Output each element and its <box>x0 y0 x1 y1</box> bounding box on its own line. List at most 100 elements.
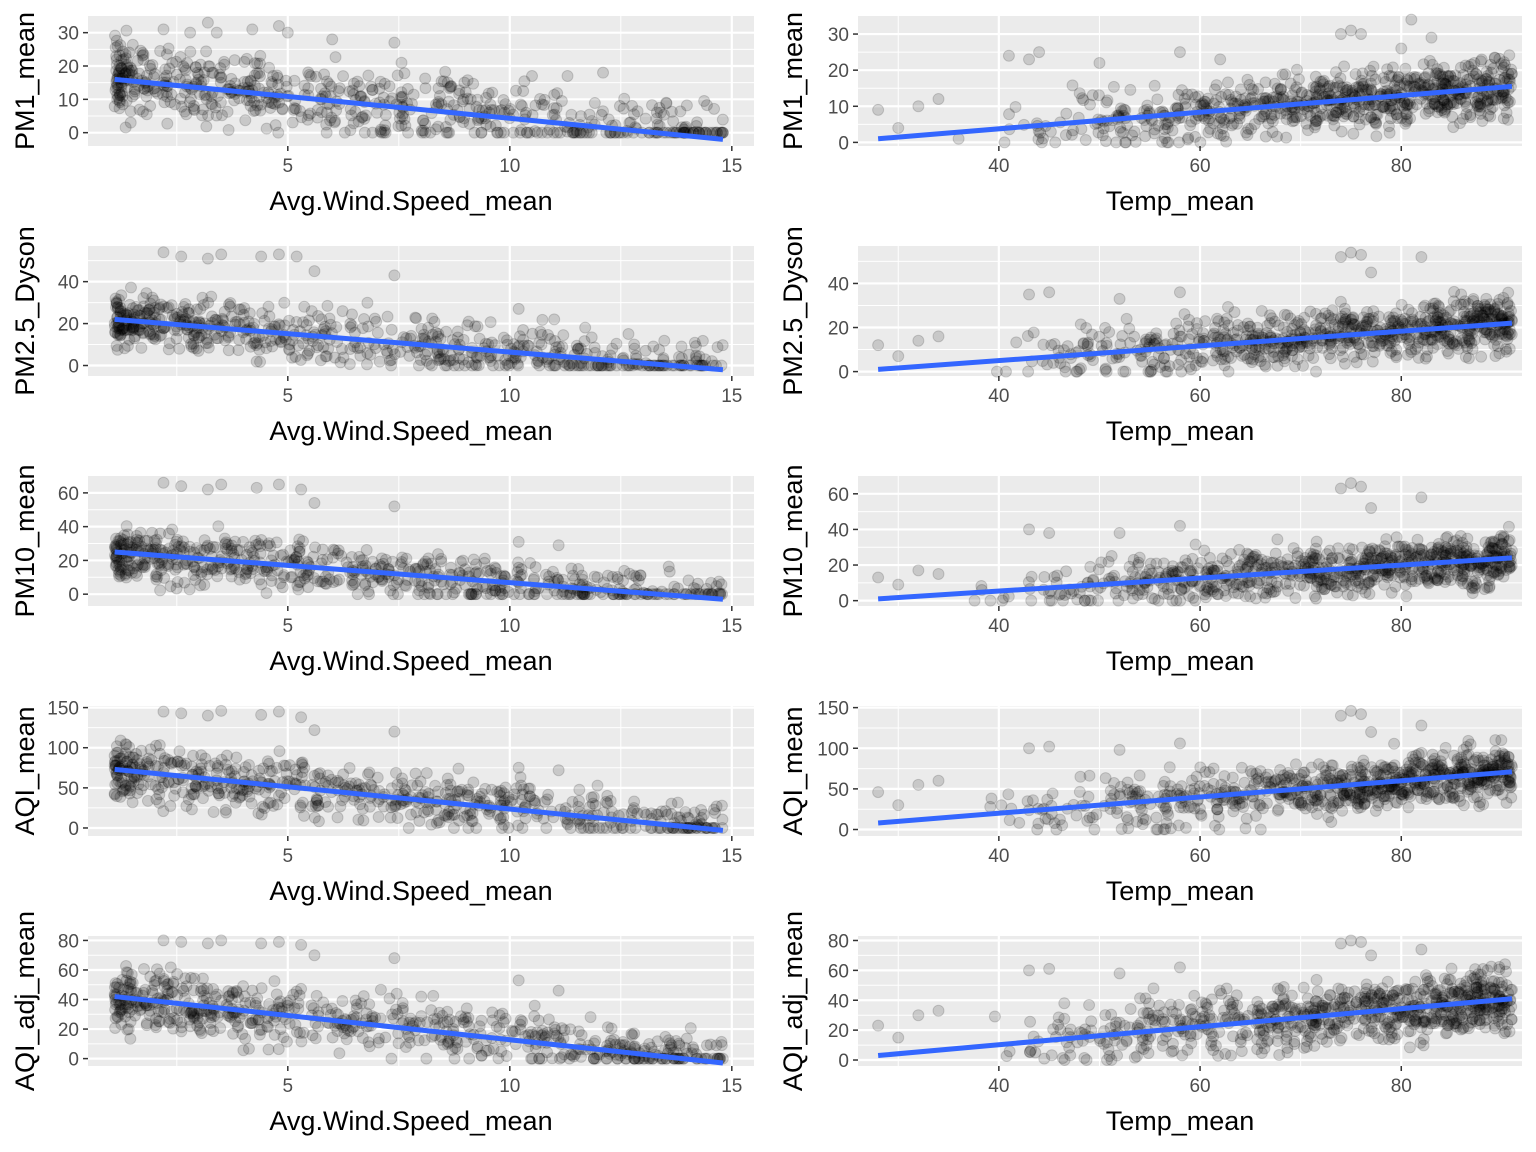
data-point <box>572 563 585 576</box>
data-point <box>1246 91 1259 104</box>
data-point <box>364 348 377 361</box>
data-point <box>1137 583 1150 596</box>
data-point <box>1338 357 1351 370</box>
data-point <box>1493 52 1506 65</box>
data-point <box>1481 569 1494 582</box>
data-point <box>1380 533 1393 546</box>
data-point <box>1092 563 1105 576</box>
data-point <box>225 72 238 85</box>
data-point <box>410 806 423 819</box>
data-point <box>295 111 308 124</box>
data-point <box>357 814 370 827</box>
data-point <box>1183 589 1196 602</box>
data-point <box>1259 130 1272 143</box>
data-point <box>1363 546 1376 559</box>
data-point <box>547 102 560 115</box>
data-point <box>170 535 183 548</box>
data-point <box>1416 566 1429 579</box>
data-point <box>1360 318 1373 331</box>
data-point <box>320 126 333 139</box>
data-point <box>1472 73 1485 86</box>
data-point <box>120 784 133 797</box>
data-point <box>1344 579 1357 592</box>
data-point <box>162 42 175 55</box>
data-point <box>469 320 482 333</box>
data-point <box>152 783 165 796</box>
data-point <box>225 542 238 555</box>
data-point <box>124 536 137 549</box>
data-point <box>1322 80 1335 93</box>
data-point <box>203 759 216 772</box>
data-point <box>1442 570 1455 583</box>
data-point <box>1073 363 1086 376</box>
data-point <box>119 779 132 792</box>
data-point <box>1170 594 1183 607</box>
data-point <box>1265 586 1278 599</box>
data-point <box>1430 67 1443 80</box>
data-point <box>417 114 430 127</box>
data-point <box>1347 317 1360 330</box>
data-point <box>376 574 389 587</box>
data-point <box>234 303 247 316</box>
data-point <box>161 302 174 315</box>
data-point <box>1276 68 1289 81</box>
data-point <box>170 55 183 68</box>
data-point <box>195 568 208 581</box>
data-point <box>1365 336 1378 349</box>
data-point <box>1491 340 1504 353</box>
data-point <box>1502 67 1515 80</box>
data-point <box>1287 542 1300 555</box>
data-point <box>1244 555 1257 568</box>
data-point <box>1481 564 1494 577</box>
data-point <box>1368 573 1381 586</box>
data-point <box>1500 330 1513 343</box>
data-point <box>381 346 394 359</box>
data-point <box>283 343 296 356</box>
data-point <box>458 811 471 824</box>
data-point <box>1247 84 1260 97</box>
data-point <box>336 305 349 318</box>
data-point <box>150 573 163 586</box>
data-point <box>189 573 202 586</box>
data-point <box>1442 75 1455 88</box>
data-point <box>1498 72 1511 85</box>
data-point <box>1289 84 1302 97</box>
data-point <box>1263 317 1276 330</box>
data-point <box>932 93 945 106</box>
data-point <box>1043 594 1056 607</box>
data-point <box>1356 84 1369 97</box>
data-point <box>247 105 260 118</box>
data-point <box>420 354 433 367</box>
data-point <box>1266 115 1279 128</box>
data-point <box>1474 97 1487 110</box>
data-point <box>1353 576 1366 589</box>
data-point <box>126 38 139 51</box>
data-point <box>1161 118 1174 131</box>
data-point <box>296 765 309 778</box>
data-point <box>1365 502 1378 515</box>
data-point <box>444 778 457 791</box>
data-point <box>1236 349 1249 362</box>
y-tick-label: 20 <box>58 551 79 572</box>
data-point <box>183 540 196 553</box>
data-point <box>1503 49 1516 62</box>
data-point <box>453 84 466 97</box>
data-point <box>1501 298 1514 311</box>
data-point <box>1488 302 1501 315</box>
data-point <box>1431 542 1444 555</box>
data-point <box>539 568 552 581</box>
data-point <box>1395 298 1408 311</box>
data-point <box>426 328 439 341</box>
data-point <box>1117 589 1130 602</box>
data-point <box>202 784 215 797</box>
data-point <box>461 809 474 822</box>
data-point <box>651 118 664 131</box>
data-point <box>1500 106 1513 119</box>
data-point <box>1431 565 1444 578</box>
data-point <box>465 588 478 601</box>
data-point <box>295 757 308 770</box>
data-point <box>115 62 128 75</box>
data-point <box>440 126 453 139</box>
data-point <box>1027 326 1040 339</box>
data-point <box>218 58 231 71</box>
